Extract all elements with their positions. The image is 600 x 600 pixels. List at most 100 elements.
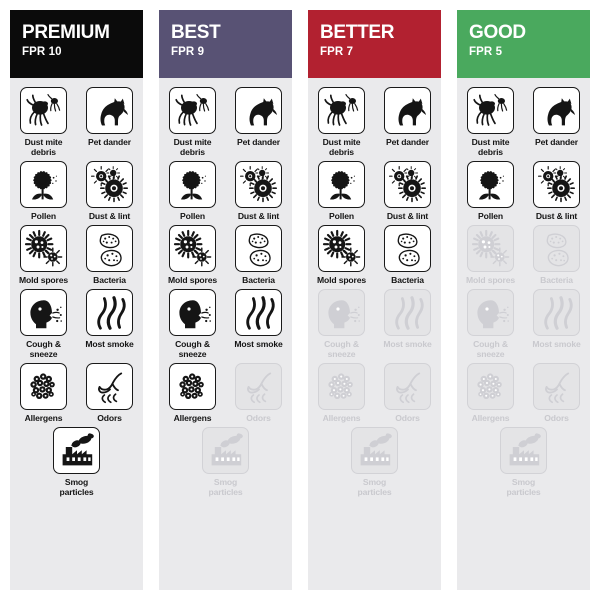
flower-icon bbox=[20, 161, 67, 208]
filter-item-flower[interactable]: Pollen bbox=[164, 161, 222, 221]
column-title: GOOD bbox=[469, 22, 526, 43]
filter-row: Pollen Dust & lint bbox=[457, 161, 590, 221]
filter-item-sneeze-head[interactable]: Cough & sneeze bbox=[15, 289, 73, 359]
filter-row: Smog particles bbox=[10, 427, 143, 497]
sneeze-head-icon bbox=[318, 289, 365, 336]
sneeze-head-icon bbox=[169, 289, 216, 336]
filter-row: Cough & sneeze Most smoke bbox=[159, 289, 292, 359]
dust-lint-icon bbox=[384, 161, 431, 208]
allergens-icon bbox=[20, 363, 67, 410]
filter-item-dust-mite[interactable]: Dust mite debris bbox=[462, 87, 520, 157]
filter-item-dust-lint[interactable]: Dust & lint bbox=[379, 161, 437, 221]
filter-row: Dust mite debris Pet dander bbox=[308, 87, 441, 157]
filter-item-label: Pet dander bbox=[535, 137, 578, 147]
filter-row: Cough & sneeze Most smoke bbox=[457, 289, 590, 359]
filter-item-nose-odor[interactable]: Odors bbox=[230, 363, 288, 423]
filter-item-label: Smog particles bbox=[59, 477, 94, 497]
column-title: PREMIUM bbox=[22, 22, 110, 43]
filter-item-bacteria[interactable]: Bacteria bbox=[379, 225, 437, 285]
filter-item-sneeze-head[interactable]: Cough & sneeze bbox=[164, 289, 222, 359]
filter-item-dust-lint[interactable]: Dust & lint bbox=[528, 161, 586, 221]
filter-item-factory-smog[interactable]: Smog particles bbox=[197, 427, 255, 497]
column-fpr-rating: FPR 7 bbox=[320, 46, 354, 58]
column-body: Dust mite debris Pet dander bbox=[457, 78, 590, 590]
filter-item-smoke[interactable]: Most smoke bbox=[379, 289, 437, 359]
filter-item-cat[interactable]: Pet dander bbox=[379, 87, 437, 157]
smoke-icon bbox=[86, 289, 133, 336]
filter-item-smoke[interactable]: Most smoke bbox=[528, 289, 586, 359]
filter-item-nose-odor[interactable]: Odors bbox=[81, 363, 139, 423]
filter-item-flower[interactable]: Pollen bbox=[462, 161, 520, 221]
filter-row: Mold spores Bacteria bbox=[10, 225, 143, 285]
filter-item-cat[interactable]: Pet dander bbox=[81, 87, 139, 157]
column-title: BETTER bbox=[320, 22, 395, 43]
nose-odor-icon bbox=[384, 363, 431, 410]
filter-item-allergens[interactable]: Allergens bbox=[164, 363, 222, 423]
filter-item-label: Odors bbox=[97, 413, 122, 423]
filter-item-mold-spore[interactable]: Mold spores bbox=[15, 225, 73, 285]
column-body: Dust mite debris Pet dander bbox=[159, 78, 292, 590]
filter-item-label: Cough & sneeze bbox=[324, 339, 359, 359]
bacteria-icon bbox=[384, 225, 431, 272]
filter-item-factory-smog[interactable]: Smog particles bbox=[346, 427, 404, 497]
filter-item-allergens[interactable]: Allergens bbox=[313, 363, 371, 423]
bacteria-icon bbox=[533, 225, 580, 272]
sneeze-head-icon bbox=[20, 289, 67, 336]
filter-item-sneeze-head[interactable]: Cough & sneeze bbox=[462, 289, 520, 359]
mold-spore-icon bbox=[169, 225, 216, 272]
flower-icon bbox=[467, 161, 514, 208]
fpr-column-better: BETTER FPR 7 Dust m bbox=[308, 10, 441, 590]
filter-item-allergens[interactable]: Allergens bbox=[462, 363, 520, 423]
column-body: Dust mite debris Pet dander bbox=[10, 78, 143, 590]
filter-item-label: Mold spores bbox=[317, 275, 366, 285]
filter-item-dust-mite[interactable]: Dust mite debris bbox=[164, 87, 222, 157]
filter-item-smoke[interactable]: Most smoke bbox=[230, 289, 288, 359]
filter-item-bacteria[interactable]: Bacteria bbox=[528, 225, 586, 285]
filter-item-mold-spore[interactable]: Mold spores bbox=[164, 225, 222, 285]
column-header: BEST FPR 9 bbox=[159, 10, 292, 78]
cat-icon bbox=[533, 87, 580, 134]
filter-item-label: Pollen bbox=[478, 211, 503, 221]
filter-item-mold-spore[interactable]: Mold spores bbox=[313, 225, 371, 285]
dust-lint-icon bbox=[533, 161, 580, 208]
filter-item-label: Most smoke bbox=[383, 339, 432, 349]
column-fpr-rating: FPR 9 bbox=[171, 46, 205, 58]
filter-row: Mold spores Bacteria bbox=[308, 225, 441, 285]
filter-item-label: Smog particles bbox=[208, 477, 243, 497]
filter-item-allergens[interactable]: Allergens bbox=[15, 363, 73, 423]
filter-row: Dust mite debris Pet dander bbox=[10, 87, 143, 157]
filter-item-sneeze-head[interactable]: Cough & sneeze bbox=[313, 289, 371, 359]
filter-item-flower[interactable]: Pollen bbox=[313, 161, 371, 221]
dust-lint-icon bbox=[86, 161, 133, 208]
filter-item-label: Allergens bbox=[24, 413, 63, 423]
filter-row: Allergens Odors bbox=[457, 363, 590, 423]
filter-item-cat[interactable]: Pet dander bbox=[230, 87, 288, 157]
filter-item-smoke[interactable]: Most smoke bbox=[81, 289, 139, 359]
filter-item-label: Smog particles bbox=[357, 477, 392, 497]
filter-item-label: Allergens bbox=[322, 413, 361, 423]
filter-item-dust-mite[interactable]: Dust mite debris bbox=[15, 87, 73, 157]
filter-item-nose-odor[interactable]: Odors bbox=[379, 363, 437, 423]
filter-item-bacteria[interactable]: Bacteria bbox=[81, 225, 139, 285]
column-title: BEST bbox=[171, 22, 221, 43]
filter-item-flower[interactable]: Pollen bbox=[15, 161, 73, 221]
filter-item-mold-spore[interactable]: Mold spores bbox=[462, 225, 520, 285]
filter-item-label: Dust & lint bbox=[88, 211, 131, 221]
allergens-icon bbox=[318, 363, 365, 410]
filter-row: Mold spores Bacteria bbox=[457, 225, 590, 285]
filter-item-nose-odor[interactable]: Odors bbox=[528, 363, 586, 423]
filter-item-cat[interactable]: Pet dander bbox=[528, 87, 586, 157]
bacteria-icon bbox=[235, 225, 282, 272]
filter-item-label: Most smoke bbox=[234, 339, 283, 349]
filter-item-dust-lint[interactable]: Dust & lint bbox=[81, 161, 139, 221]
filter-item-bacteria[interactable]: Bacteria bbox=[230, 225, 288, 285]
filter-item-label: Dust & lint bbox=[535, 211, 578, 221]
filter-item-label: Dust & lint bbox=[237, 211, 280, 221]
filter-item-label: Cough & sneeze bbox=[26, 339, 61, 359]
filter-item-dust-mite[interactable]: Dust mite debris bbox=[313, 87, 371, 157]
allergens-icon bbox=[169, 363, 216, 410]
filter-item-factory-smog[interactable]: Smog particles bbox=[48, 427, 106, 497]
filter-item-dust-lint[interactable]: Dust & lint bbox=[230, 161, 288, 221]
filter-item-factory-smog[interactable]: Smog particles bbox=[495, 427, 553, 497]
